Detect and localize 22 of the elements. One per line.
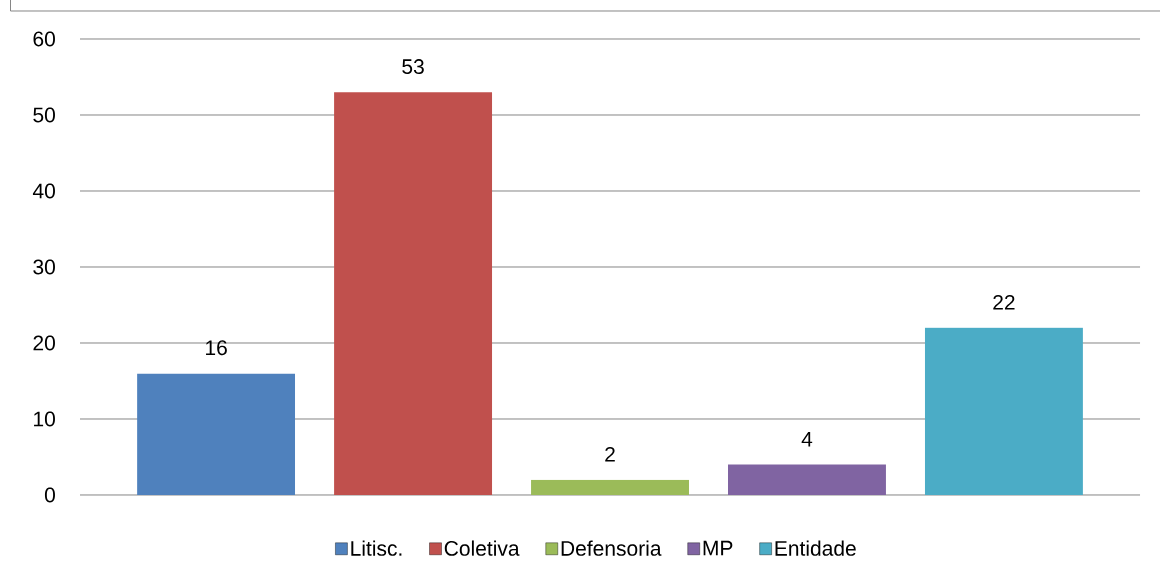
y-tick-label: 40 (32, 183, 55, 199)
bar (334, 92, 493, 495)
y-tick-label: 60 (33, 31, 55, 47)
legend-label: Litisc. (351, 540, 402, 556)
data-label: 2 (605, 446, 615, 462)
y-tick-label: 0 (44, 487, 55, 503)
bar (924, 327, 1083, 495)
data-label: 22 (993, 294, 1015, 310)
data-label: 53 (402, 59, 424, 74)
legend-label: Defensoria (561, 540, 662, 556)
y-tick-label: 50 (33, 107, 55, 123)
bar (137, 373, 296, 495)
bar (728, 464, 886, 495)
y-tick-label: 20 (33, 335, 55, 351)
data-label: 4 (801, 431, 813, 447)
bar (531, 479, 689, 495)
y-tick-label: 10 (34, 411, 55, 427)
legend-label: MP (703, 540, 733, 556)
y-tick-label: 30 (33, 259, 55, 275)
data-label: 16 (206, 340, 227, 356)
legend-label: Entidade (775, 540, 856, 556)
legend-label: Coletiva (444, 540, 520, 556)
